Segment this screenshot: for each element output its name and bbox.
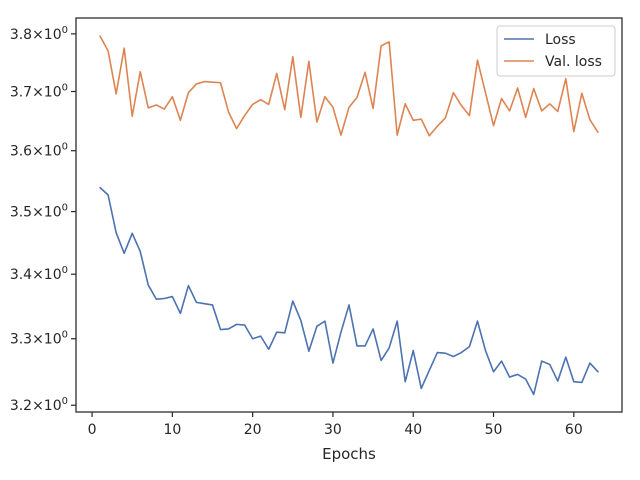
x-axis-label: Epochs [322, 445, 376, 463]
series-line-val-loss [99, 35, 599, 137]
x-axis: 0 10 20 30 40 50 60 [88, 412, 583, 438]
series-line-loss [99, 186, 599, 396]
legend-label-val-loss: Val. loss [545, 54, 602, 70]
x-tick-label: 20 [244, 422, 262, 438]
y-tick-label: 3.4×100 [10, 265, 68, 283]
y-tick-label: 3.8×100 [10, 25, 68, 43]
y-axis: 3.2×100 3.3×100 3.4×100 3.5×100 3.6×100 3.7×1… [10, 25, 76, 414]
x-tick-label: 30 [324, 422, 342, 438]
x-tick-label: 60 [565, 422, 583, 438]
legend: Loss Val. loss [496, 25, 616, 77]
plot-frame [75, 17, 623, 413]
series-layer [99, 35, 599, 396]
x-tick-label: 50 [485, 422, 503, 438]
x-tick-label: 10 [163, 422, 181, 438]
y-tick-label: 3.6×100 [10, 142, 68, 160]
y-tick-label: 3.3×100 [10, 330, 68, 348]
plot-area [76, 18, 622, 412]
legend-label-loss: Loss [545, 32, 576, 48]
y-tick-label: 3.2×100 [10, 396, 68, 414]
x-tick-label: 40 [404, 422, 422, 438]
y-tick-label: 3.5×100 [10, 203, 68, 221]
x-tick-label: 0 [88, 422, 97, 438]
y-tick-label: 3.7×100 [10, 82, 68, 100]
